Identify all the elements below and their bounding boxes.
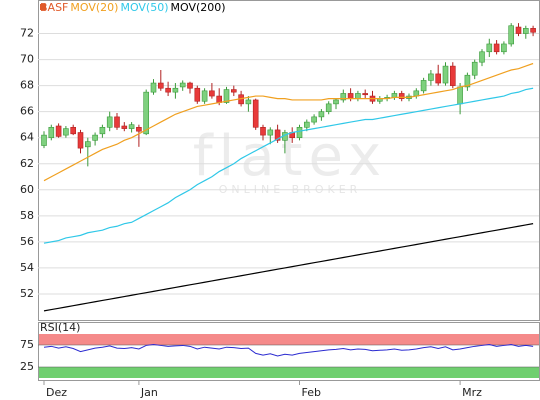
y-tick-label: 72 <box>20 27 34 40</box>
candle-body <box>172 87 179 93</box>
candle-body <box>522 28 529 34</box>
y-tick-label: 25 <box>20 360 34 373</box>
y-tick-label: 56 <box>20 235 34 248</box>
candle-body <box>231 89 237 93</box>
candle-body <box>114 116 120 128</box>
candle-body <box>92 134 98 141</box>
candle-body <box>340 93 347 101</box>
y-tick-label: 75 <box>20 338 34 351</box>
candle-body <box>530 28 536 33</box>
candle-body <box>136 126 142 132</box>
candle-body <box>449 65 456 86</box>
y-tick-label: 68 <box>20 79 34 92</box>
candle-body <box>245 99 252 105</box>
candle-body <box>252 99 259 128</box>
candle-body <box>515 26 522 34</box>
candle-body <box>194 87 201 102</box>
candle-body <box>318 111 325 118</box>
ma-line <box>43 223 534 312</box>
candle-body <box>333 99 339 105</box>
candle-body <box>70 126 76 135</box>
candle-body <box>347 93 354 99</box>
y-tick-label: 60 <box>20 183 34 196</box>
legend-swatch <box>40 4 46 10</box>
candle-body <box>121 125 128 129</box>
x-tick-label: Dez <box>46 386 67 399</box>
rsi-band <box>39 367 539 378</box>
x-tick-label: Mrz <box>462 386 482 399</box>
candle-body <box>464 74 471 88</box>
candle-body <box>311 116 317 123</box>
y-tick-label: 64 <box>20 131 34 144</box>
candle-body <box>48 126 55 139</box>
candle-body <box>106 116 113 128</box>
candle-body <box>442 65 449 84</box>
ma-line <box>43 62 534 182</box>
candle-body <box>158 82 164 89</box>
candle-body <box>325 103 332 112</box>
candle-body <box>223 89 230 103</box>
ma-line <box>43 87 534 244</box>
candle-body <box>508 25 515 45</box>
candle-body <box>55 125 62 137</box>
candle-body <box>143 91 149 135</box>
legend-label: MOV(50) <box>120 1 168 14</box>
x-tick-label: Feb <box>302 386 321 399</box>
candle-body <box>260 126 266 136</box>
candle-body <box>99 126 106 135</box>
candle-body <box>201 90 208 102</box>
legend-label: MOV(200) <box>171 1 226 14</box>
candle-body <box>457 86 463 105</box>
legend-label: MOV(20) <box>70 1 118 14</box>
rsi-band <box>39 334 539 345</box>
candle-body <box>501 43 507 53</box>
candle-body <box>303 121 310 128</box>
candle-body <box>296 126 303 139</box>
candle-body <box>428 73 434 81</box>
candle-body <box>165 87 171 93</box>
candle-body <box>216 95 222 103</box>
candle-body <box>77 132 84 149</box>
candle-body <box>471 61 478 76</box>
y-tick-label: 66 <box>20 105 34 118</box>
candle-body <box>493 43 500 53</box>
candle-body <box>355 93 361 99</box>
legend-label: BASF <box>40 1 68 14</box>
candle-body <box>63 128 69 136</box>
candle-body <box>479 51 485 63</box>
candle-body <box>150 82 157 93</box>
candle-body <box>187 82 193 89</box>
candle-body <box>274 129 281 141</box>
candle-body <box>85 141 91 148</box>
candle-body <box>420 80 427 92</box>
y-tick-label: 52 <box>20 287 34 300</box>
candle-body <box>435 73 442 84</box>
rsi-line <box>43 344 534 357</box>
candle-body <box>209 90 215 97</box>
candle-body <box>128 124 135 129</box>
candle-body <box>41 134 47 146</box>
candle-body <box>267 129 274 136</box>
y-tick-label: 70 <box>20 53 34 66</box>
candle-body <box>362 93 369 96</box>
y-tick-label: 62 <box>20 157 34 170</box>
candle-body <box>398 93 405 99</box>
x-tick-label: Jan <box>140 386 158 399</box>
candle-body <box>486 43 493 53</box>
y-tick-label: 58 <box>20 209 34 222</box>
legend-label: RSI(14) <box>40 321 80 334</box>
candle-body <box>179 82 186 88</box>
y-tick-label: 54 <box>20 261 34 274</box>
